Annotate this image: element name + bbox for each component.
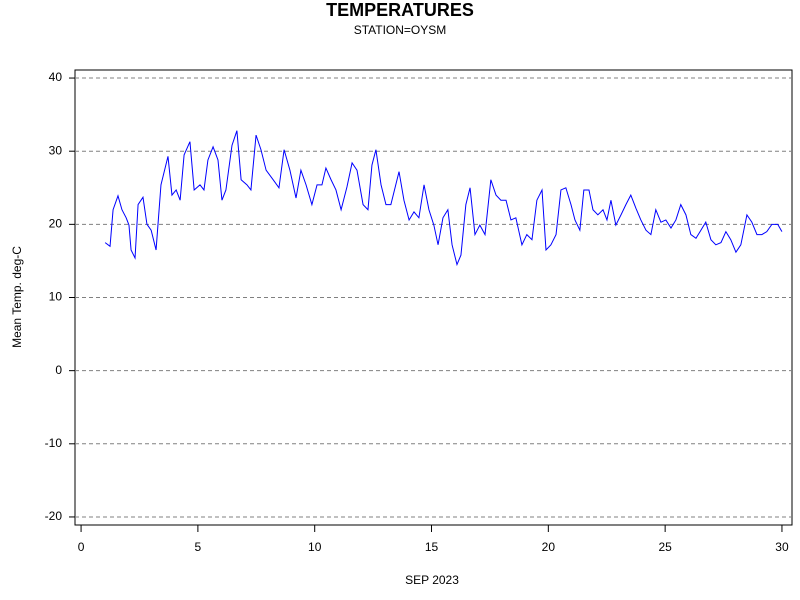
x-tick-label: 20 (542, 540, 556, 554)
y-tick-label: -10 (45, 436, 63, 450)
x-tick-label: 0 (78, 540, 85, 554)
y-tick-label: 10 (49, 290, 63, 304)
x-tick-label: 25 (658, 540, 672, 554)
y-tick-label: -20 (45, 509, 63, 523)
y-axis-label: Mean Temp. deg-C (10, 246, 24, 348)
x-tick-label: 10 (308, 540, 322, 554)
y-tick-label: 30 (49, 143, 63, 157)
y-tick-label: 0 (55, 363, 62, 377)
y-tick-label: 40 (49, 70, 63, 84)
chart-subtitle: STATION=OYSM (354, 23, 447, 37)
y-tick-label: 20 (49, 217, 63, 231)
x-tick-label: 15 (425, 540, 439, 554)
temperature-line (104, 130, 783, 267)
x-axis-label: SEP 2023 (405, 573, 459, 587)
x-tick-label: 5 (195, 540, 202, 554)
chart-title: TEMPERATURES (326, 0, 474, 20)
x-tick-label: 30 (775, 540, 789, 554)
